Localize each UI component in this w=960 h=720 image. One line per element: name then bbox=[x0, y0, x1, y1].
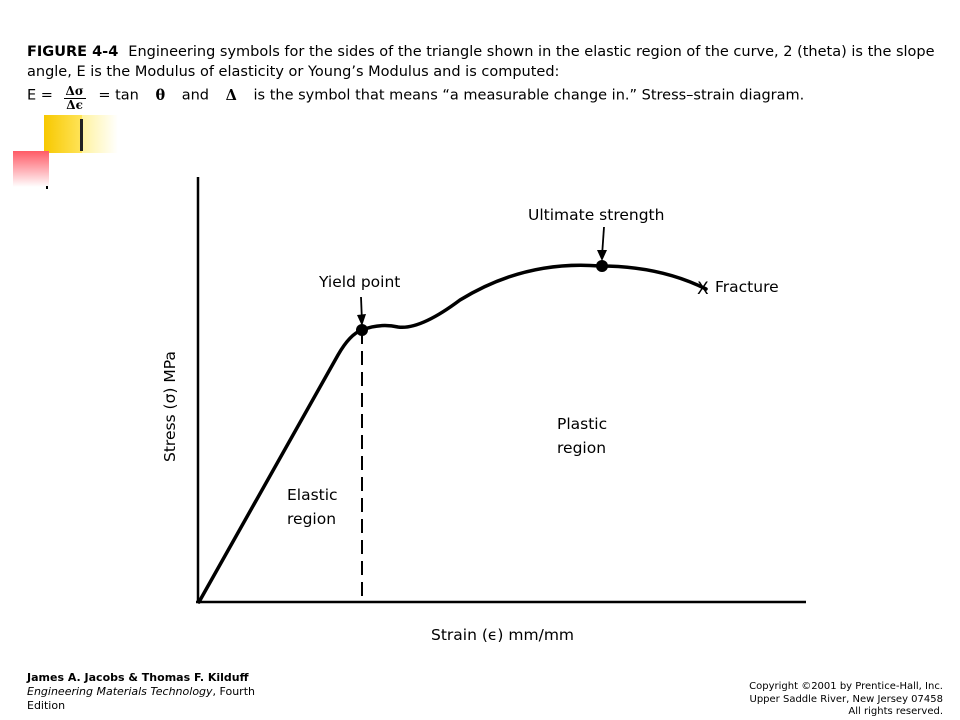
ultimate-arrow-head bbox=[597, 250, 607, 261]
and-word: and bbox=[181, 87, 210, 104]
copyright-line-1: Copyright ©2001 by Prentice-Hall, Inc. bbox=[749, 681, 943, 692]
yield-point-dot bbox=[356, 324, 368, 336]
elastic-region-label-line2: region bbox=[287, 510, 336, 528]
red-square-decoration bbox=[13, 151, 49, 187]
stress-strain-curve bbox=[197, 263, 708, 604]
authors: James A. Jacobs & Thomas F. Kilduff bbox=[27, 671, 249, 684]
figure-caption: FIGURE 4-4 Engineering symbols for the si… bbox=[27, 42, 937, 112]
yield-arrow-head bbox=[357, 314, 366, 326]
fraction-numerator: Δσ bbox=[63, 84, 86, 99]
y-axis-label: Stress (σ) MPa bbox=[161, 351, 179, 462]
copyright-notice: Copyright ©2001 by Prentice-Hall, Inc. U… bbox=[749, 681, 943, 719]
book-title: Engineering Materials Technology bbox=[27, 685, 213, 698]
yellow-square-decoration bbox=[44, 115, 82, 153]
yellow-fade-decoration bbox=[82, 115, 118, 153]
stress-strain-fraction: Δσ Δϵ bbox=[63, 84, 86, 112]
equation-end: is the symbol that means “a measurable c… bbox=[253, 87, 805, 104]
black-bar-decoration bbox=[80, 119, 83, 151]
elastic-region-label-line1: Elastic bbox=[287, 486, 338, 504]
fracture-mark: X bbox=[697, 279, 709, 299]
yield-point-label: Yield point bbox=[318, 273, 400, 291]
delta-symbol: Δ bbox=[225, 86, 237, 104]
equation-start: E = bbox=[27, 87, 53, 104]
caption-text: Engineering symbols for the sides of the… bbox=[27, 44, 935, 80]
figure-label: FIGURE 4-4 bbox=[27, 44, 119, 60]
dot-decoration bbox=[46, 186, 48, 189]
plastic-region-label-line2: region bbox=[557, 439, 606, 457]
ultimate-strength-dot bbox=[596, 260, 608, 272]
theta-symbol: θ bbox=[155, 86, 166, 104]
x-axis-label: Strain (ϵ) mm/mm bbox=[431, 626, 574, 644]
equation-tan: = tan bbox=[98, 87, 139, 104]
plastic-region-label-line1: Plastic bbox=[557, 415, 607, 433]
fracture-label: Fracture bbox=[715, 278, 779, 296]
ultimate-strength-label: Ultimate strength bbox=[528, 206, 664, 224]
fraction-denominator: Δϵ bbox=[66, 98, 83, 112]
copyright-line-2: Upper Saddle River, New Jersey 07458 bbox=[749, 693, 943, 705]
book-edition: , Fourth Edition bbox=[27, 685, 255, 712]
equation-line: E = Δσ Δϵ = tan θ and Δ is the symbol th… bbox=[27, 82, 937, 112]
copyright-line-3: All rights reserved. bbox=[848, 706, 943, 717]
book-credit: James A. Jacobs & Thomas F. Kilduff Engi… bbox=[27, 671, 267, 713]
